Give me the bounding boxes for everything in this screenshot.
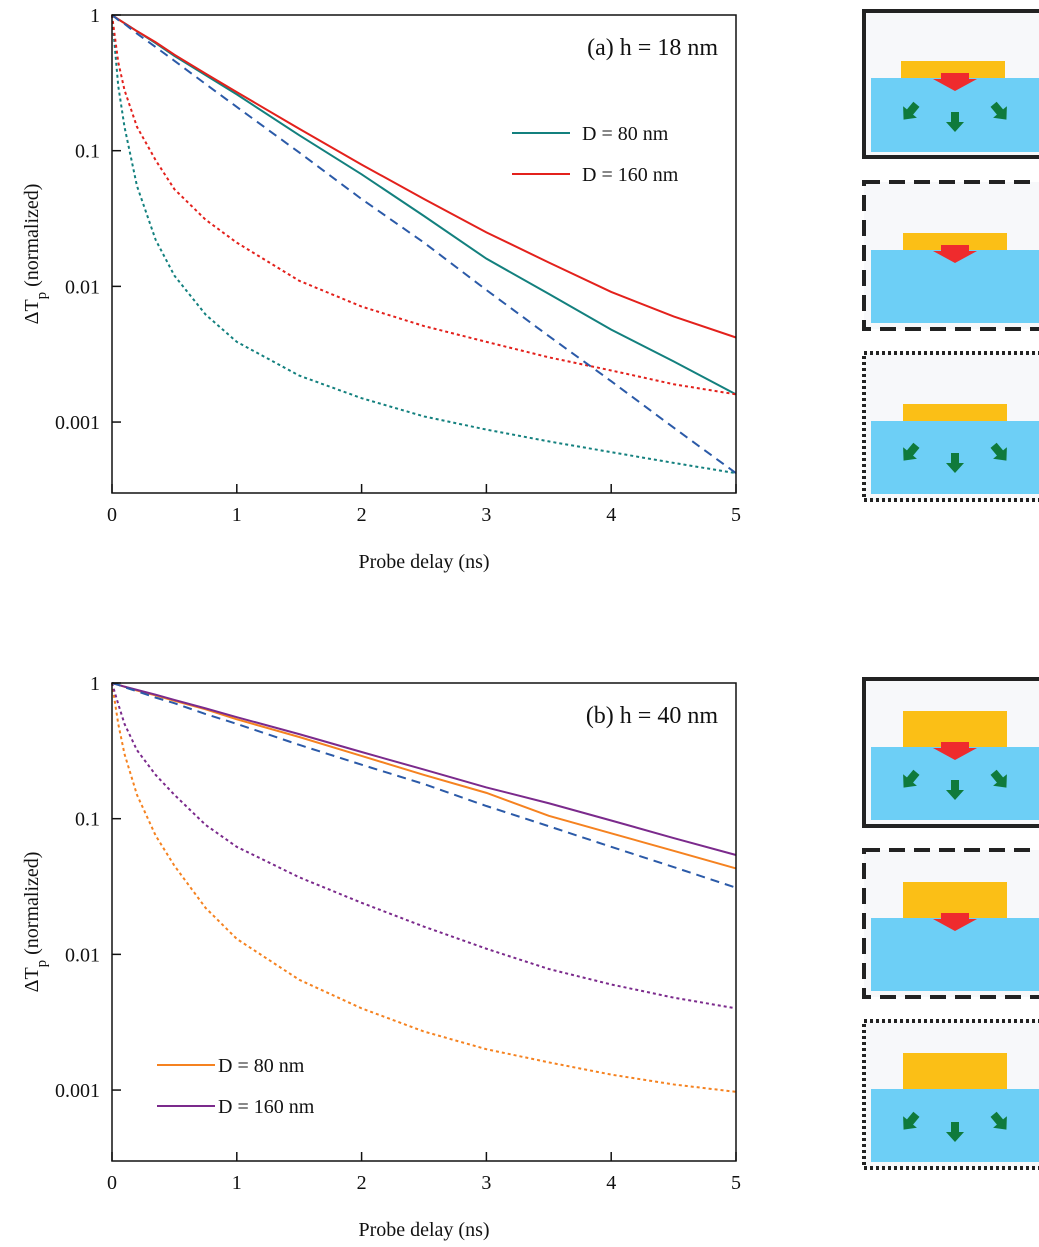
y-tick-label: 1: [90, 5, 100, 27]
chart-panel: 1 0.1 0.01 0.001 0 1 2 3 4 5 Probe delay (ns) ΔTp (…: [21, 5, 741, 573]
legend-label: D = 80 nm: [218, 1055, 305, 1077]
x-tick-label: 2: [357, 504, 367, 526]
x-tick-label: 5: [731, 1172, 741, 1194]
x-tick-label: 3: [481, 504, 491, 526]
panel-annotation: (b) h = 40 nm: [586, 703, 719, 729]
x-tick-label: 0: [107, 1172, 117, 1194]
x-tick-label: 4: [606, 504, 616, 526]
data-line: [111, 14, 737, 396]
y-axis-label-part: p: [34, 960, 50, 968]
plot-frame: [111, 14, 737, 494]
x-axis-label: Probe delay (ns): [358, 1219, 489, 1241]
legend-label: D = 160 nm: [582, 164, 679, 186]
data-line: [111, 14, 737, 474]
y-tick-label: 1: [90, 673, 100, 695]
x-tick-label: 4: [606, 1172, 616, 1194]
y-tick-label: 0.1: [75, 809, 100, 831]
legend-label: D = 80 nm: [582, 123, 669, 145]
x-tick-label: 3: [481, 1172, 491, 1194]
y-axis-label-part: ΔT: [21, 299, 43, 324]
x-tick-label: 1: [232, 504, 242, 526]
x-tick-label: 2: [357, 1172, 367, 1194]
y-axis-label-part: (normalized): [21, 184, 43, 292]
inset-b: [862, 677, 1039, 1170]
y-tick-label: 0.01: [65, 944, 100, 966]
data-line: [111, 682, 737, 889]
x-tick-label: 1: [232, 1172, 242, 1194]
data-line: [111, 682, 737, 1093]
legend-label: D = 160 nm: [218, 1096, 315, 1118]
y-axis-label-part: p: [34, 292, 50, 300]
panel-annotation: (a) h = 18 nm: [587, 35, 718, 61]
data-line: [111, 14, 737, 475]
y-tick-label: 0.001: [55, 412, 100, 434]
y-axis-label: ΔTp (normalized): [21, 852, 50, 993]
y-tick-label: 0.1: [75, 141, 100, 163]
y-axis-label-part: (normalized): [21, 852, 43, 960]
x-tick-label: 5: [731, 504, 741, 526]
y-tick-label: 0.001: [55, 1080, 100, 1102]
y-axis-label-part: ΔT: [21, 967, 43, 992]
inset-a: [862, 9, 1039, 502]
data-line: [111, 682, 737, 1010]
data-line: [111, 14, 737, 396]
y-tick-label: 0.01: [65, 276, 100, 298]
y-axis-label: ΔTp (normalized): [21, 184, 50, 325]
x-axis-label: Probe delay (ns): [358, 551, 489, 573]
data-line: [111, 14, 737, 339]
chart-panel: 1 0.1 0.01 0.001 0 1 2 3 4 5 Probe delay (ns) ΔTp (…: [21, 673, 741, 1241]
plot-frame: [111, 682, 737, 1162]
x-tick-label: 0: [107, 504, 117, 526]
